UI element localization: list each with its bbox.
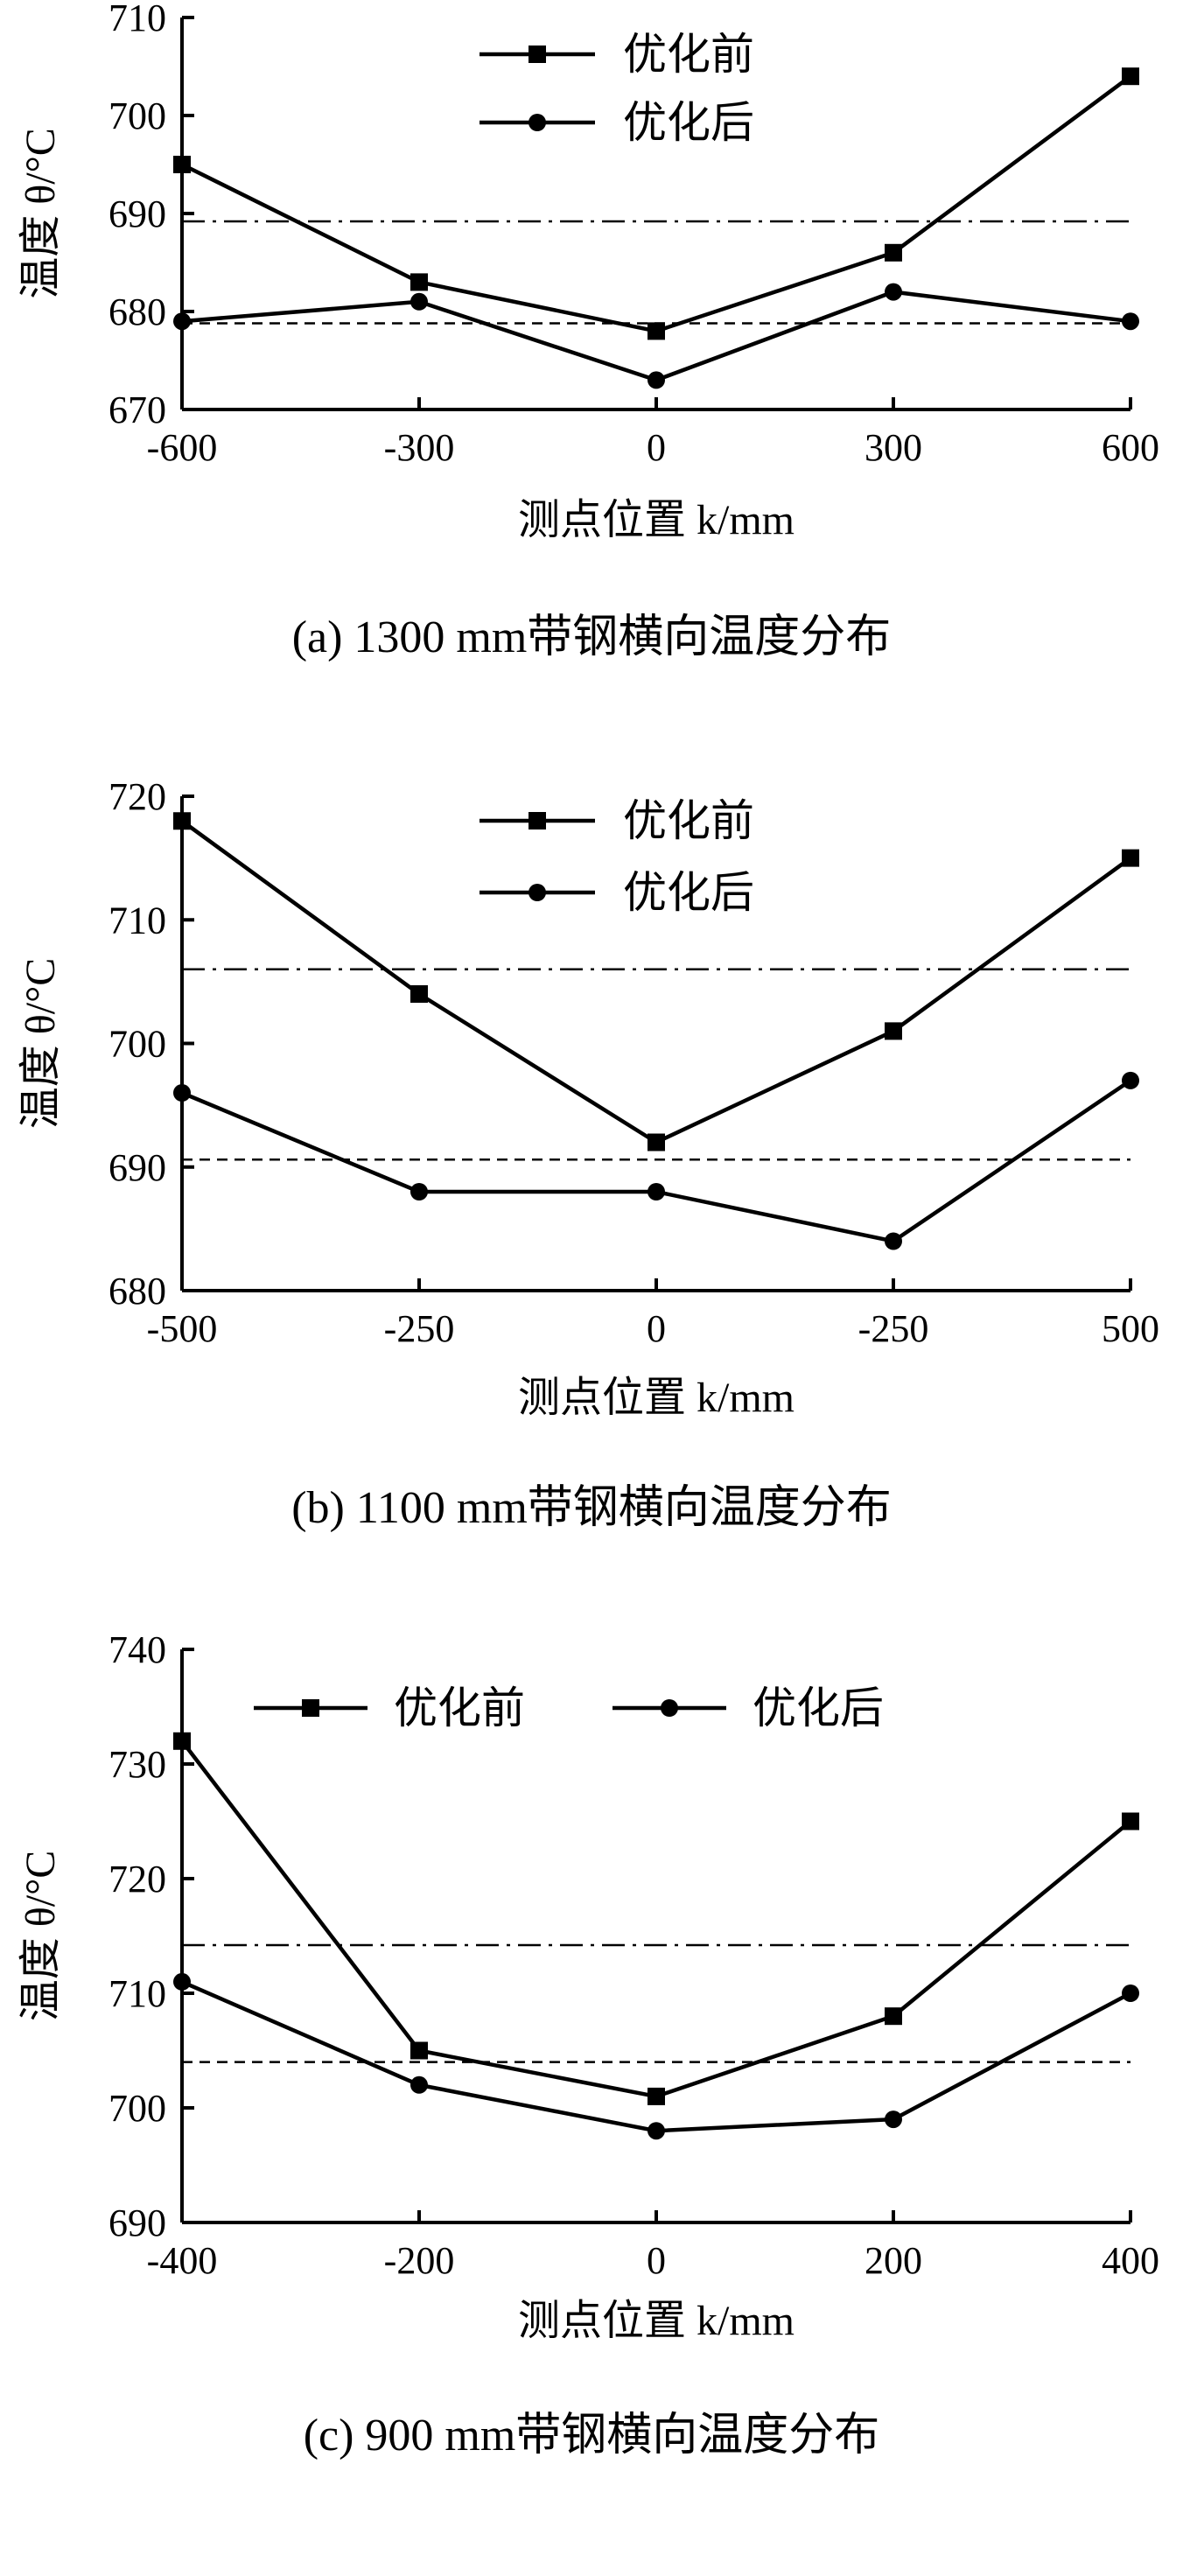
y-tick-label: 700 <box>108 94 166 137</box>
chart-panel-c: 690 700 710 720 730 740 -400 -200 0 200 400 测点位置 k/… <box>0 1566 1183 2460</box>
series-line-after <box>181 1079 1132 1243</box>
data-point-square <box>1122 67 1139 86</box>
data-point-circle <box>885 2110 902 2129</box>
y-axis-title: 温度 θ/°C <box>18 958 64 1130</box>
data-point-square <box>410 2041 428 2060</box>
y-tick-label: 700 <box>108 1023 166 1066</box>
x-tick-label: -400 <box>147 2239 218 2282</box>
data-point-square <box>173 156 191 173</box>
x-tick-label: -300 <box>384 426 455 469</box>
x-tick-label: -600 <box>147 426 218 469</box>
data-point-circle <box>173 1972 191 1991</box>
data-point-circle <box>410 292 428 311</box>
x-axis-title: 测点位置 k/mm <box>518 1375 794 1421</box>
x-tick-label: -250 <box>384 1307 455 1350</box>
y-tick-label: 720 <box>108 775 166 818</box>
data-point-square <box>173 812 191 830</box>
data-point-square <box>885 1022 902 1040</box>
legend-label: 优化后 <box>752 1684 884 1732</box>
legend-label: 优化前 <box>623 796 754 845</box>
legend-label: 优化前 <box>623 30 754 79</box>
data-point-circle <box>648 371 665 389</box>
y-tick-label: 670 <box>108 388 166 431</box>
y-tick-label: 680 <box>108 1270 166 1312</box>
data-point-square <box>885 2007 902 2026</box>
x-tick-label: 0 <box>647 2239 666 2282</box>
x-tick-label: -200 <box>384 2239 455 2282</box>
data-point-square <box>1122 1812 1139 1830</box>
chart-b: 680 690 700 710 720 -500 -250 0 -250 500 测点位置 k/mm… <box>18 775 1159 1533</box>
chart-panel-b: 680 690 700 710 720 -500 -250 0 -250 500 测点位置 k/mm… <box>0 770 1183 1540</box>
x-tick-label: 500 <box>1102 1307 1159 1350</box>
data-point-circle <box>885 283 902 301</box>
data-point-square <box>885 243 902 262</box>
chart-panel-a: 670 680 690 700 710 -600 -300 0 300 600 测点位置 k/mm 温… <box>0 0 1183 770</box>
y-tick-label: 700 <box>108 2087 166 2130</box>
figure-caption: (c) 900 mm带钢横向温度分布 <box>304 2411 880 2460</box>
y-tick-label: 710 <box>108 0 166 39</box>
x-tick-label: -500 <box>147 1307 218 1350</box>
x-tick-label: -250 <box>858 1307 929 1350</box>
data-point-circle <box>648 1183 665 1200</box>
figure-caption: (b) 1100 mm带钢横向温度分布 <box>291 1483 892 1533</box>
y-tick-label: 690 <box>108 2202 166 2244</box>
data-point-square <box>410 273 428 291</box>
x-axis-title: 测点位置 k/mm <box>518 497 794 543</box>
legend-marker-square <box>528 812 546 830</box>
y-axis-title: 温度 θ/°C <box>18 1851 64 2022</box>
series-line-after <box>181 1979 1132 2133</box>
data-point-circle <box>1122 1071 1139 1089</box>
data-point-circle <box>173 312 191 331</box>
data-point-circle <box>1122 1984 1139 2002</box>
y-tick-label: 710 <box>108 899 166 942</box>
x-tick-label: 0 <box>647 426 666 469</box>
data-point-circle <box>410 1183 428 1200</box>
legend-marker-square <box>528 46 546 63</box>
data-point-circle <box>1122 312 1139 331</box>
legend-label: 优化后 <box>623 868 754 917</box>
y-tick-label: 730 <box>108 1743 166 1786</box>
y-tick-label: 710 <box>108 1972 166 2015</box>
legend-marker-circle <box>528 114 546 131</box>
data-point-square <box>410 985 428 1003</box>
x-tick-label: 300 <box>864 426 922 469</box>
chart-a: 670 680 690 700 710 -600 -300 0 300 600 测点位置 k/mm 温… <box>18 0 1159 662</box>
data-point-circle <box>410 2076 428 2094</box>
x-tick-label: 400 <box>1102 2239 1159 2282</box>
data-point-circle <box>648 2122 665 2140</box>
x-tick-label: 200 <box>864 2239 922 2282</box>
data-point-circle <box>173 1084 191 1102</box>
data-point-circle <box>885 1232 902 1250</box>
y-tick-label: 720 <box>108 1858 166 1900</box>
x-tick-label: 0 <box>647 1307 666 1350</box>
x-tick-label: 600 <box>1102 426 1159 469</box>
y-tick-label: 690 <box>108 192 166 235</box>
data-point-square <box>648 322 665 340</box>
legend-marker-circle <box>528 884 546 901</box>
data-point-square <box>648 1133 665 1152</box>
y-tick-label: 690 <box>108 1146 166 1189</box>
y-tick-label: 740 <box>108 1628 166 1671</box>
legend-marker-square <box>302 1699 319 1717</box>
legend-marker-circle <box>661 1699 678 1717</box>
data-point-square <box>648 2087 665 2105</box>
x-axis-title: 测点位置 k/mm <box>518 2298 794 2344</box>
figure-caption: (a) 1300 mm带钢横向温度分布 <box>292 612 892 662</box>
legend-label: 优化前 <box>394 1684 525 1732</box>
y-axis-title: 温度 θ/°C <box>18 128 64 299</box>
chart-c: 690 700 710 720 730 740 -400 -200 0 200 400 测点位置 k/… <box>18 1628 1159 2460</box>
y-tick-label: 680 <box>108 290 166 333</box>
legend-label: 优化后 <box>623 98 754 147</box>
data-point-square <box>173 1732 191 1750</box>
data-point-square <box>1122 849 1139 867</box>
